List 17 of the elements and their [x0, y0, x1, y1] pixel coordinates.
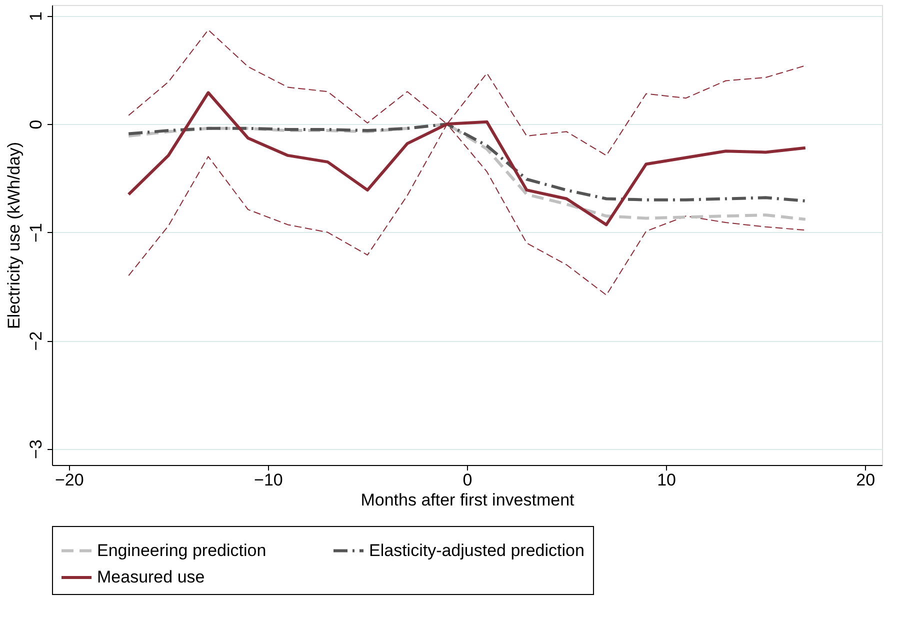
x-tick-label: −10: [254, 470, 283, 490]
y-axis-title: Electricity use (kWh/day): [4, 142, 24, 330]
x-tick-label: 0: [462, 470, 472, 490]
x-tick-label: 10: [657, 470, 676, 490]
x-axis-title: Months after first investment: [360, 490, 575, 510]
legend-label: Elasticity-adjusted prediction: [369, 540, 584, 560]
y-tick-label: 1: [26, 12, 46, 22]
line-series: [127, 122, 807, 221]
y-tick-label: −1: [26, 223, 46, 242]
legend-label: Measured use: [97, 568, 205, 586]
y-tick-label: 0: [26, 120, 46, 130]
x-tick-label: −20: [54, 470, 84, 490]
y-tick-label: −3: [26, 440, 46, 459]
y-tick-label: −2: [26, 331, 46, 351]
legend-label: Engineering prediction: [97, 540, 266, 560]
x-tick-label: 20: [856, 470, 876, 490]
line-series: [127, 122, 807, 202]
